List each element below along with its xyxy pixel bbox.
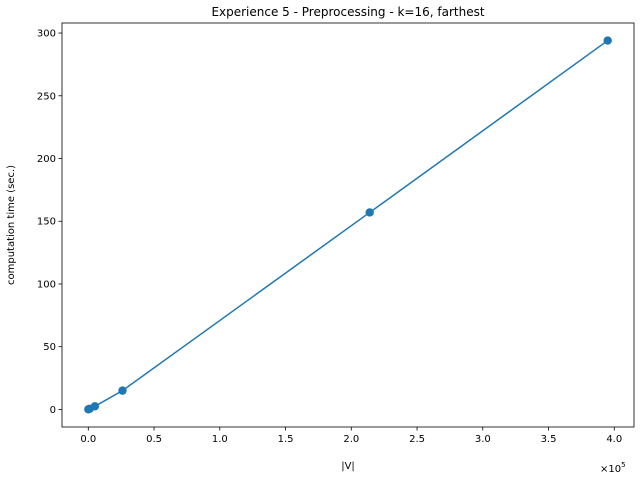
plot-frame	[61, 22, 635, 428]
y-tick-label: 0	[50, 405, 56, 416]
x-tick-label: 2.0	[343, 434, 359, 445]
y-tick-label: 150	[37, 217, 56, 228]
x-tick-label: 3.0	[475, 434, 491, 445]
x-axis: 0.0 0.5 1.0 1.5 2.0 2.5 3.0 3.5 4.0	[80, 427, 622, 445]
x-axis-label: |V|	[341, 461, 355, 472]
x-offset-base: ×10	[600, 464, 621, 475]
x-tick-label: 2.5	[409, 434, 425, 445]
y-tick-label: 100	[37, 279, 56, 290]
plot-area	[61, 22, 635, 428]
chart-title: Experience 5 - Preprocessing - k=16, far…	[211, 5, 484, 19]
y-axis-label: computation time (sec.)	[6, 165, 17, 285]
data-point	[365, 208, 374, 217]
series-layer	[84, 36, 612, 414]
x-tick-label: 0.5	[146, 434, 162, 445]
series-line	[88, 39, 609, 411]
y-axis: 0 50 100 150 200 250 300	[37, 29, 62, 416]
x-tick-label: 4.0	[606, 434, 622, 445]
x-offset-text: ×105	[600, 461, 626, 475]
data-point	[603, 36, 612, 45]
x-tick-label: 1.5	[278, 434, 294, 445]
x-tick-label: 0.0	[80, 434, 96, 445]
data-point	[118, 386, 127, 395]
y-tick-label: 300	[37, 29, 56, 40]
y-tick-label: 50	[43, 342, 56, 353]
y-tick-label: 200	[37, 154, 56, 165]
x-tick-label: 1.0	[212, 434, 228, 445]
x-tick-label: 3.5	[541, 434, 557, 445]
data-point	[90, 402, 100, 411]
y-tick-label: 250	[37, 91, 56, 102]
x-offset-exponent: 5	[621, 461, 625, 469]
